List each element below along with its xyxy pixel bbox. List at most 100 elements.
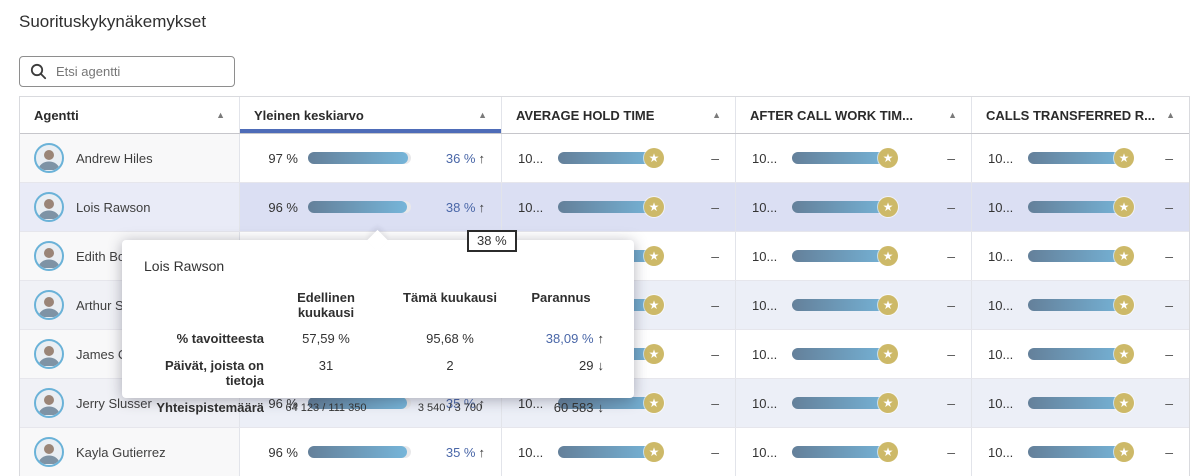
change-percent: 38 %	[445, 199, 476, 215]
metric-value: 10...	[518, 150, 544, 166]
agent-cell[interactable]: Lois Rawson	[20, 183, 240, 231]
metric-progress-bar[interactable]: ★	[792, 393, 898, 413]
star-badge-icon: ★	[878, 344, 898, 364]
avatar	[34, 388, 64, 418]
calls-transferred-cell[interactable]: 10... ★ –	[972, 379, 1189, 427]
sort-asc-icon[interactable]: ▲	[1166, 110, 1175, 120]
metric-progress-bar[interactable]: ★	[1028, 246, 1134, 266]
table-row[interactable]: Andrew Hiles 97 % 36 % ↑ 10... ★ –10... ★ –10...…	[20, 134, 1189, 183]
metric-progress-bar[interactable]: ★	[558, 393, 664, 413]
after-call-work-time-cell[interactable]: 10... ★ –	[736, 330, 972, 378]
popover-prev-value: 31	[318, 358, 334, 373]
metric-progress-bar[interactable]: ★	[792, 148, 898, 168]
calls-transferred-cell[interactable]: 10... ★ –	[972, 428, 1189, 476]
star-badge-icon: ★	[878, 246, 898, 266]
no-delta-dash: –	[711, 150, 719, 166]
avatar	[34, 437, 64, 467]
metric-value: 10...	[752, 150, 778, 166]
metric-progress-bar[interactable]: ★	[792, 246, 898, 266]
average-hold-time-cell[interactable]: 10... ★ –	[502, 183, 736, 231]
sort-asc-icon[interactable]: ▲	[948, 110, 957, 120]
agent-name: James C	[76, 346, 128, 362]
star-badge-icon: ★	[644, 344, 664, 364]
no-delta-dash: –	[1165, 248, 1173, 264]
metric-progress-bar[interactable]: ★	[792, 442, 898, 462]
star-badge-icon: ★	[644, 197, 664, 217]
no-delta-dash: –	[711, 199, 719, 215]
column-header-label: AVERAGE HOLD TIME	[516, 107, 655, 123]
metric-value: 10...	[988, 395, 1014, 411]
column-header-agent[interactable]: Agentti ▲	[20, 97, 240, 133]
no-delta-dash: –	[711, 346, 719, 362]
column-header-after-call-work-time[interactable]: AFTER CALL WORK TIM... ▲	[736, 97, 972, 133]
metric-progress-bar[interactable]: ★	[1028, 148, 1134, 168]
metric-value: 10...	[988, 150, 1014, 166]
change-percent: 35 %	[445, 444, 476, 460]
star-badge-icon: ★	[1114, 246, 1134, 266]
after-call-work-time-cell[interactable]: 10... ★ –	[736, 281, 972, 329]
metric-progress-bar[interactable]: ★	[1028, 393, 1134, 413]
overall-score-value: 97 %	[268, 150, 298, 166]
metric-progress-bar[interactable]: ★	[558, 197, 664, 217]
overall-progress-bar[interactable]	[308, 446, 411, 458]
sort-asc-icon[interactable]: ▲	[216, 110, 225, 120]
metric-value: 10...	[752, 297, 778, 313]
trend-up-icon: ↑	[597, 331, 605, 346]
overall-average-cell[interactable]: 96 % 38 % ↑	[240, 183, 502, 231]
calls-transferred-cell[interactable]: 10... ★ –	[972, 281, 1189, 329]
calls-transferred-cell[interactable]: 10... ★ –	[972, 232, 1189, 280]
agent-name: Andrew Hiles	[76, 150, 153, 166]
sort-asc-icon[interactable]: ▲	[478, 110, 487, 120]
column-header-overall-average[interactable]: Yleinen keskiarvo ▲	[240, 97, 502, 133]
popover-col-improvement: Parannus	[531, 290, 591, 305]
metric-value: 10...	[752, 444, 778, 460]
after-call-work-time-cell[interactable]: 10... ★ –	[736, 134, 972, 182]
popover-improvement-value: 38,09 % ↑	[518, 325, 604, 352]
table-row[interactable]: Kayla Gutierrez 96 % 35 % ↑ 10... ★ –10... ★ –10…	[20, 428, 1189, 476]
metric-value: 10...	[988, 297, 1014, 313]
metric-progress-bar[interactable]: ★	[558, 442, 664, 462]
column-header-calls-transferred[interactable]: CALLS TRANSFERRED R... ▲	[972, 97, 1189, 133]
overall-change: 35 % ↑	[411, 445, 485, 460]
calls-transferred-cell[interactable]: 10... ★ –	[972, 330, 1189, 378]
overall-change: 36 % ↑	[411, 151, 485, 166]
calls-transferred-cell[interactable]: 10... ★ –	[972, 134, 1189, 182]
popover-improvement-value: 29 ↓	[518, 352, 604, 394]
star-badge-icon: ★	[1114, 393, 1134, 413]
calls-transferred-cell[interactable]: 10... ★ –	[972, 183, 1189, 231]
sort-asc-icon[interactable]: ▲	[712, 110, 721, 120]
search-icon	[30, 63, 47, 80]
overall-progress-bar[interactable]	[308, 152, 411, 164]
metric-progress-bar[interactable]: ★	[1028, 442, 1134, 462]
metric-progress-bar[interactable]: ★	[1028, 295, 1134, 315]
after-call-work-time-cell[interactable]: 10... ★ –	[736, 232, 972, 280]
agent-search[interactable]	[19, 56, 235, 87]
overall-progress-bar[interactable]	[308, 397, 411, 409]
table-row[interactable]: Lois Rawson 96 % 38 % ↑ 10... ★ – 10... ★ – 10... ★…	[20, 183, 1189, 232]
column-header-label: Agentti	[34, 107, 79, 123]
metric-progress-bar[interactable]: ★	[1028, 344, 1134, 364]
column-header-average-hold-time[interactable]: AVERAGE HOLD TIME ▲	[502, 97, 736, 133]
after-call-work-time-cell[interactable]: 10... ★ –	[736, 183, 972, 231]
metric-progress-bar[interactable]: ★	[1028, 197, 1134, 217]
avatar	[34, 290, 64, 320]
metric-progress-bar[interactable]: ★	[792, 344, 898, 364]
popover-row-label: Yhteispistemäärä	[156, 400, 264, 415]
overall-progress-bar[interactable]	[308, 201, 411, 213]
overall-average-cell[interactable]: 97 % 36 % ↑	[240, 134, 502, 182]
after-call-work-time-cell[interactable]: 10... ★ –	[736, 428, 972, 476]
agent-name: Edith Bo	[76, 248, 126, 264]
agent-cell[interactable]: Kayla Gutierrez	[20, 428, 240, 476]
popover-col-this-month: Tämä kuukausi	[403, 290, 497, 305]
metric-progress-bar[interactable]: ★	[558, 148, 664, 168]
after-call-work-time-cell[interactable]: 10... ★ –	[736, 379, 972, 427]
average-hold-time-cell[interactable]: 10... ★ –	[502, 134, 736, 182]
no-delta-dash: –	[1165, 199, 1173, 215]
metric-progress-bar[interactable]: ★	[792, 295, 898, 315]
improvement-number: 29	[579, 358, 594, 373]
average-hold-time-cell[interactable]: 10... ★ –	[502, 428, 736, 476]
search-input[interactable]	[56, 64, 226, 79]
metric-progress-bar[interactable]: ★	[792, 197, 898, 217]
overall-average-cell[interactable]: 96 % 35 % ↑	[240, 428, 502, 476]
agent-cell[interactable]: Andrew Hiles	[20, 134, 240, 182]
